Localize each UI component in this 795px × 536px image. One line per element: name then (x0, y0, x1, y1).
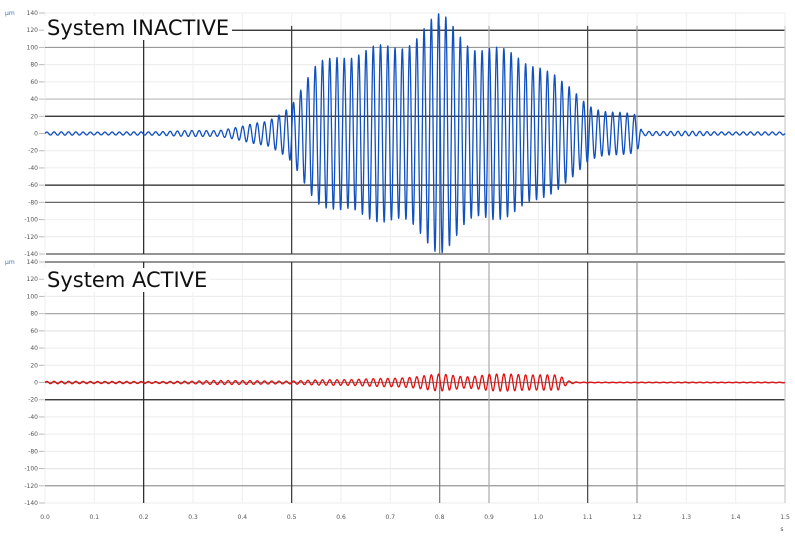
y-tick-label: -120 (24, 234, 38, 241)
panel-title-active: System ACTIVE (44, 268, 211, 292)
x-tick-label: 0.3 (188, 514, 198, 521)
y-tick-label: 20 (30, 113, 38, 120)
y-tick-label: -140 (24, 251, 38, 258)
x-tick-label: 0.2 (139, 514, 149, 521)
x-tick-label: 1.3 (682, 514, 692, 521)
x-tick-label: 1.4 (731, 514, 741, 521)
y-tick-label: 80 (30, 311, 38, 318)
x-tick-label: 1.1 (583, 514, 593, 521)
waveform-line (44, 373, 786, 392)
y-tick-label: 100 (27, 44, 39, 51)
x-unit-label: s (780, 526, 783, 533)
y-tick-label: -120 (24, 483, 38, 490)
x-tick-label: 0.5 (287, 514, 297, 521)
panel-title-inactive: System INACTIVE (44, 16, 233, 40)
y-tick-label: 0 (34, 380, 38, 387)
y-tick-label: 60 (30, 79, 38, 86)
grid (39, 12, 786, 504)
y-tick-label: 60 (30, 328, 38, 335)
y-tick-label: 140 (27, 10, 39, 17)
y-tick-label: -40 (28, 165, 38, 172)
y-tick-label: -20 (28, 397, 38, 404)
y-tick-label: 120 (27, 27, 39, 34)
y-tick-label: 80 (30, 62, 38, 69)
waveform-line (44, 13, 786, 254)
y-unit-label: µm (5, 10, 15, 17)
y-tick-label: -100 (24, 466, 38, 473)
y-tick-label: -80 (28, 199, 38, 206)
y-tick-label: -140 (24, 500, 38, 507)
y-tick-label: -60 (28, 182, 38, 189)
y-tick-label: -100 (24, 217, 38, 224)
y-tick-label: 40 (30, 96, 38, 103)
y-tick-label: 0 (34, 131, 38, 138)
y-tick-label: 100 (27, 293, 39, 300)
x-tick-label: 0.9 (484, 514, 494, 521)
x-tick-label: 0.4 (238, 514, 248, 521)
x-tick-label: 0.0 (40, 514, 50, 521)
axis-labels: 140 120 100 80 60 40 20 0 -20 -40 -60 -80 -100 -120 -1… (5, 10, 790, 533)
x-tick-label: 0.6 (336, 514, 346, 521)
data-series (44, 13, 786, 392)
x-tick-label: 1.5 (780, 514, 790, 521)
y-tick-label: -60 (28, 431, 38, 438)
x-tick-label: 1.0 (534, 514, 544, 521)
y-tick-label: 120 (27, 276, 39, 283)
x-tick-label: 0.8 (435, 514, 445, 521)
x-tick-label: 0.7 (386, 514, 396, 521)
y-tick-label: 40 (30, 345, 38, 352)
y-tick-label: -40 (28, 414, 38, 421)
x-tick-label: 0.1 (90, 514, 100, 521)
y-tick-label: 20 (30, 362, 38, 369)
y-tick-label: -80 (28, 448, 38, 455)
y-tick-label: -20 (28, 148, 38, 155)
x-tick-label: 1.2 (632, 514, 642, 521)
y-tick-label: 140 (27, 259, 39, 266)
y-unit-label: µm (5, 259, 15, 266)
